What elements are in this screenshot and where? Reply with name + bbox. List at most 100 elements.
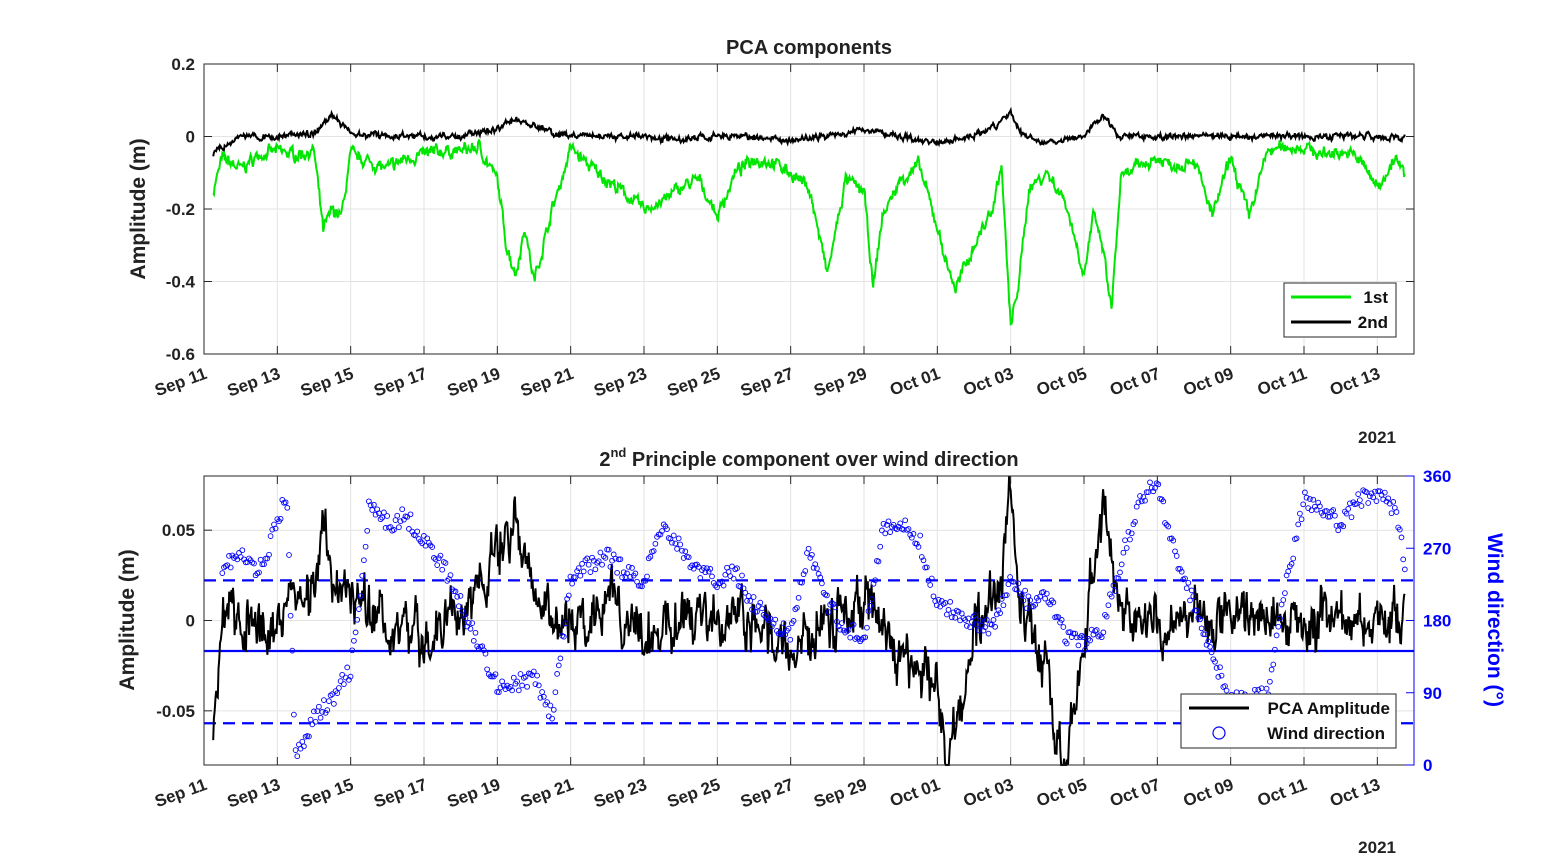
wind-direction-marker (1135, 499, 1142, 506)
wind-direction-marker (397, 518, 404, 525)
wind-direction-marker (594, 559, 600, 566)
wind-direction-marker (1067, 629, 1073, 635)
wind-direction-marker (294, 753, 301, 760)
wind-direction-marker (339, 671, 346, 678)
top-y-axis-label: Amplitude (m) (127, 138, 150, 279)
wind-direction-marker (1353, 500, 1360, 507)
wind-direction-marker (287, 612, 294, 619)
wind-direction-marker (589, 554, 595, 561)
wind-direction-marker (470, 637, 477, 644)
wind-direction-marker (351, 637, 357, 644)
wind-direction-marker (1393, 509, 1400, 515)
wind-direction-marker (1182, 575, 1188, 582)
wind-direction-marker (978, 622, 985, 629)
wind-direction-marker (1178, 568, 1185, 575)
wind-direction-marker (1302, 489, 1308, 496)
wind-direction-marker (1313, 506, 1320, 513)
wind-direction-marker (574, 568, 580, 574)
wind-direction-marker (1263, 685, 1270, 692)
wind-direction-marker (1093, 627, 1100, 633)
y-tick-label: -0.6 (166, 345, 195, 364)
wind-direction-marker (980, 627, 987, 634)
wind-direction-marker (1345, 506, 1352, 512)
wind-direction-marker (657, 531, 664, 538)
wind-direction-marker (1173, 553, 1180, 559)
legend-wind-direction-marker (1212, 726, 1226, 740)
wind-direction-marker (1270, 661, 1277, 668)
wind-direction-marker (1125, 528, 1132, 535)
wind-direction-marker (507, 683, 514, 690)
wind-direction-marker (454, 593, 461, 600)
wind-direction-marker (709, 573, 715, 580)
wind-direction-marker (1343, 510, 1350, 517)
wind-direction-marker (442, 560, 449, 566)
wind-direction-marker (1288, 561, 1295, 567)
wind-direction-marker (794, 604, 800, 611)
wind-direction-marker (845, 627, 852, 633)
wind-direction-marker (814, 565, 820, 572)
wind-direction-marker (465, 620, 472, 626)
wind-direction-marker (361, 557, 367, 564)
wind-direction-marker (334, 690, 341, 696)
legend-wind-direction-label: Wind direction (1267, 724, 1385, 743)
wind-direction-marker (292, 747, 299, 753)
wind-direction-marker (1187, 597, 1193, 604)
wind-direction-marker (1102, 611, 1108, 618)
wind-direction-marker (346, 677, 352, 683)
wind-direction-marker (396, 524, 402, 531)
wind-direction-marker (1307, 496, 1313, 502)
wind-direction-marker (1255, 686, 1262, 693)
wind-direction-marker (1398, 534, 1405, 541)
wind-direction-marker (1142, 497, 1148, 504)
wind-direction-marker (729, 563, 735, 570)
wind-direction-marker (1268, 666, 1275, 673)
wind-direction-marker (519, 682, 525, 689)
wind-direction-marker (517, 671, 524, 677)
bottom-y2-axis-label: Wind direction (°) (1483, 533, 1506, 707)
wind-direction-marker (311, 708, 317, 715)
y2-tick-label: 270 (1423, 539, 1451, 558)
wind-direction-marker (322, 710, 329, 716)
wind-direction-marker (469, 620, 476, 626)
bottom-y-ticks: 0.05 0 -0.05 (156, 521, 212, 721)
wind-direction-marker (1163, 522, 1170, 528)
wind-direction-marker (1325, 513, 1332, 520)
wind-direction-marker (905, 526, 912, 532)
wind-direction-marker (885, 518, 892, 525)
wind-direction-marker (865, 608, 872, 615)
wind-direction-marker (585, 561, 592, 568)
wind-direction-marker (539, 689, 545, 695)
wind-direction-marker (819, 580, 825, 587)
wind-direction-marker (652, 540, 659, 547)
wind-direction-marker (1303, 494, 1310, 501)
wind-direction-marker (327, 692, 334, 699)
wind-direction-marker (669, 539, 675, 546)
wind-direction-marker (1218, 672, 1225, 679)
wind-direction-marker (600, 553, 607, 560)
wind-direction-marker (1275, 623, 1282, 630)
wind-direction-marker (500, 682, 507, 689)
wind-direction-marker (1185, 579, 1192, 586)
wind-direction-marker (875, 558, 882, 565)
wind-direction-marker (1172, 548, 1178, 555)
wind-direction-marker (722, 571, 729, 578)
wind-direction-marker (670, 532, 677, 539)
wind-direction-marker (1367, 493, 1373, 500)
wind-direction-marker (267, 533, 274, 539)
wind-direction-marker (962, 617, 968, 623)
wind-direction-marker (1128, 530, 1135, 537)
wind-direction-marker (632, 570, 639, 577)
wind-direction-marker (720, 582, 727, 589)
wind-direction-marker (384, 513, 391, 519)
wind-direction-marker (1060, 624, 1067, 630)
y-tick-label: 0.2 (171, 55, 195, 74)
top-chart-title: PCA components (726, 37, 892, 59)
wind-direction-marker (495, 689, 502, 696)
wind-direction-marker (965, 615, 972, 622)
wind-direction-marker (1137, 493, 1143, 499)
wind-direction-marker (817, 574, 824, 581)
bottom-amplitude-series (212, 475, 1406, 766)
wind-direction-marker (1207, 643, 1213, 650)
wind-direction-marker (1123, 545, 1130, 551)
